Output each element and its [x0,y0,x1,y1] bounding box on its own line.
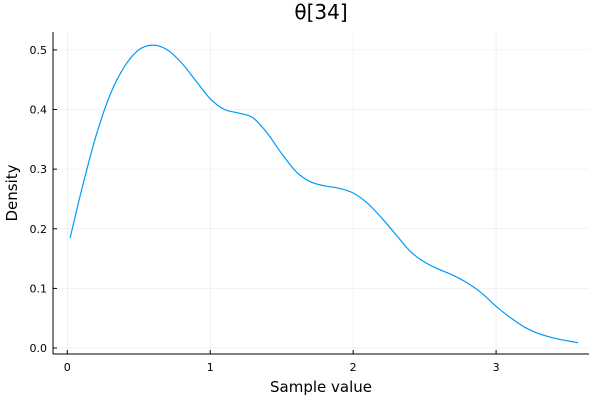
density-curve [69,44,579,344]
y-tick-label: 0.5 [30,44,48,57]
series-layer [69,44,579,344]
chart-title: θ[34] [294,0,347,24]
x-tick-label: 2 [350,361,357,374]
y-tick-label: 0.4 [30,104,48,117]
y-tick-label: 0.2 [30,223,48,236]
y-tick-label: 0.1 [30,282,48,295]
axes-layer [52,32,589,355]
ticks-layer: 0 1 2 3 0.0 0.1 0.2 0.3 0.4 0.5 [30,44,500,374]
y-tick-label: 0.3 [30,163,48,176]
y-tick-label: 0.0 [30,342,48,355]
x-tick-label: 3 [493,361,500,374]
y-axis-label: Density [3,164,21,221]
x-tick-label: 0 [64,361,71,374]
x-axis-label: Sample value [270,378,372,396]
x-tick-label: 1 [207,361,214,374]
grid-layer [53,32,589,354]
plot-area [53,32,589,354]
